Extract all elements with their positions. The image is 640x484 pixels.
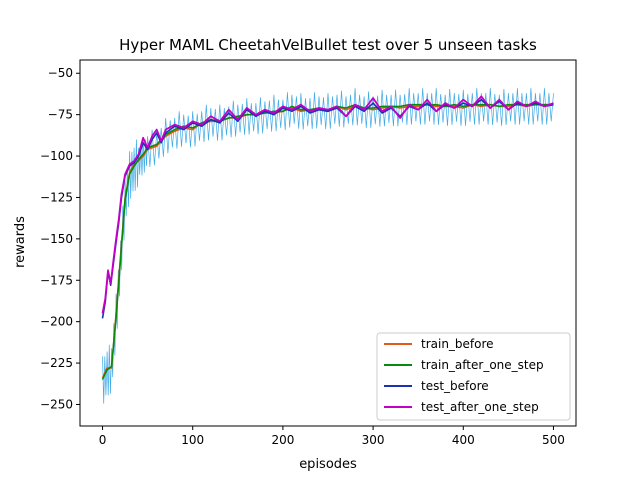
variance-band — [102, 88, 554, 404]
x-axis-ticks: 0 100 200 300 400 500 — [99, 426, 565, 447]
y-tick-label: −150 — [40, 232, 73, 246]
legend: train_before train_after_one_step test_bef… — [376, 332, 571, 421]
x-axis-label: episodes — [299, 457, 357, 472]
y-axis-label: rewards — [13, 216, 28, 268]
y-tick-label: −225 — [40, 356, 73, 370]
y-tick-label: −250 — [40, 397, 73, 411]
y-tick-label: −175 — [40, 273, 73, 287]
legend-label-train_after_one_step: train_after_one_step — [421, 358, 544, 372]
series-line-test_before — [101, 98, 554, 319]
legend-label-test_before: test_before — [421, 379, 489, 393]
x-tick-label: 100 — [181, 433, 204, 447]
chart-title: Hyper MAML CheetahVelBullet test over 5 … — [119, 36, 537, 54]
variance-band-layer — [102, 88, 554, 404]
y-tick-label: −100 — [40, 149, 73, 163]
x-tick-label: 200 — [271, 433, 294, 447]
x-tick-label: 0 — [99, 433, 107, 447]
y-tick-label: −75 — [48, 108, 73, 122]
series-layer — [101, 95, 554, 380]
legend-label-train_before: train_before — [421, 337, 494, 351]
y-tick-label: −125 — [40, 190, 73, 204]
x-tick-label: 300 — [362, 433, 385, 447]
y-tick-label: −50 — [48, 66, 73, 80]
plot-area-frame — [79, 59, 577, 427]
x-tick-label: 500 — [542, 433, 565, 447]
x-tick-label: 400 — [452, 433, 475, 447]
legend-label-test_after_one_step: test_after_one_step — [421, 400, 539, 414]
y-axis-ticks: −250 −225 −200 −175 −150 −125 −100 −75 −50 — [40, 66, 80, 411]
series-line-test_after_one_step — [101, 95, 554, 314]
legend-box — [376, 332, 571, 421]
y-tick-label: −200 — [40, 315, 73, 329]
